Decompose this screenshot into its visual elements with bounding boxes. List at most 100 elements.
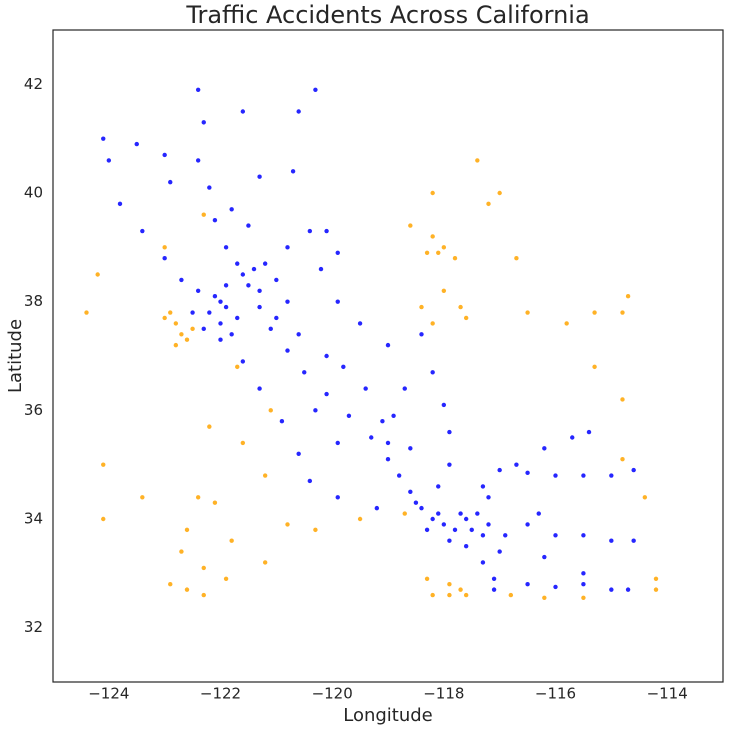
data-point bbox=[642, 495, 648, 500]
x-tick-label: −120 bbox=[312, 685, 353, 703]
data-point bbox=[324, 391, 329, 397]
data-point bbox=[262, 473, 268, 478]
data-point bbox=[486, 495, 491, 500]
data-point bbox=[357, 516, 363, 522]
data-point bbox=[235, 364, 240, 370]
data-point bbox=[106, 158, 112, 163]
y-tick-label: 36 bbox=[24, 401, 43, 419]
data-point bbox=[296, 332, 301, 337]
data-point bbox=[447, 462, 452, 467]
data-point bbox=[536, 511, 541, 516]
data-point bbox=[240, 440, 246, 446]
data-point bbox=[240, 359, 246, 364]
data-point bbox=[447, 582, 452, 587]
data-point bbox=[218, 299, 223, 304]
data-point bbox=[402, 386, 407, 391]
data-point bbox=[653, 576, 659, 581]
data-point bbox=[218, 321, 223, 326]
data-point bbox=[307, 228, 313, 234]
data-point bbox=[335, 299, 340, 304]
data-point bbox=[374, 505, 380, 511]
data-point bbox=[324, 353, 329, 359]
data-point bbox=[168, 582, 173, 587]
data-point bbox=[542, 446, 547, 451]
data-point bbox=[285, 245, 290, 250]
data-point bbox=[173, 321, 179, 326]
data-point bbox=[335, 495, 340, 500]
data-point bbox=[268, 326, 273, 332]
data-point bbox=[341, 364, 346, 370]
data-point bbox=[223, 576, 229, 581]
data-point bbox=[452, 256, 458, 261]
x-tick-label: −116 bbox=[535, 685, 576, 703]
data-point bbox=[631, 538, 636, 543]
data-point bbox=[525, 470, 530, 476]
data-point bbox=[452, 527, 458, 533]
data-point bbox=[486, 201, 491, 207]
data-point bbox=[207, 185, 212, 190]
data-point bbox=[408, 446, 413, 451]
data-point bbox=[307, 478, 313, 484]
data-point bbox=[162, 256, 167, 261]
data-point bbox=[190, 310, 195, 315]
chart-title: Traffic Accidents Across California bbox=[185, 1, 589, 29]
data-point bbox=[419, 505, 424, 511]
data-point bbox=[179, 277, 184, 283]
data-point bbox=[212, 500, 218, 505]
data-point bbox=[463, 543, 469, 549]
data-point bbox=[369, 435, 374, 440]
data-point bbox=[184, 527, 190, 533]
data-point bbox=[497, 190, 502, 196]
data-point bbox=[475, 511, 480, 516]
data-point bbox=[419, 304, 424, 310]
data-point bbox=[436, 484, 441, 489]
data-point bbox=[592, 310, 597, 315]
data-point bbox=[240, 109, 246, 114]
data-point bbox=[201, 592, 206, 598]
data-point bbox=[229, 332, 234, 337]
data-point bbox=[620, 457, 625, 462]
data-point bbox=[274, 277, 279, 283]
data-point bbox=[324, 228, 329, 234]
y-tick-label: 34 bbox=[24, 510, 43, 528]
data-point bbox=[218, 337, 223, 342]
data-point bbox=[335, 440, 340, 446]
data-point bbox=[162, 152, 167, 158]
data-point bbox=[240, 272, 246, 277]
data-point bbox=[385, 440, 391, 446]
data-point bbox=[436, 511, 441, 516]
y-tick-label: 40 bbox=[24, 184, 43, 202]
data-point bbox=[95, 272, 100, 277]
data-point bbox=[408, 223, 413, 228]
data-point bbox=[396, 473, 402, 478]
data-point bbox=[335, 250, 340, 255]
x-tick-label: −124 bbox=[88, 685, 129, 703]
data-point bbox=[475, 158, 480, 163]
data-point bbox=[173, 342, 179, 348]
data-point bbox=[631, 467, 636, 473]
data-point bbox=[430, 592, 435, 598]
data-point bbox=[235, 261, 240, 266]
data-point bbox=[480, 560, 486, 565]
data-point bbox=[553, 533, 558, 538]
data-point bbox=[296, 109, 301, 114]
data-point bbox=[447, 429, 452, 435]
data-point bbox=[620, 397, 625, 402]
data-point bbox=[246, 283, 251, 288]
data-point bbox=[101, 136, 106, 141]
data-point bbox=[581, 595, 586, 600]
data-point bbox=[419, 332, 424, 337]
data-point bbox=[346, 413, 352, 418]
data-point bbox=[257, 386, 262, 391]
data-point bbox=[257, 304, 262, 310]
data-point bbox=[581, 582, 586, 587]
data-point bbox=[179, 549, 184, 554]
data-point bbox=[447, 538, 452, 543]
data-point bbox=[424, 250, 430, 255]
data-point bbox=[296, 451, 301, 456]
y-tick-label: 38 bbox=[24, 292, 43, 310]
data-point bbox=[184, 587, 190, 592]
data-point bbox=[168, 179, 173, 185]
data-point bbox=[235, 315, 240, 321]
data-point bbox=[257, 174, 262, 179]
